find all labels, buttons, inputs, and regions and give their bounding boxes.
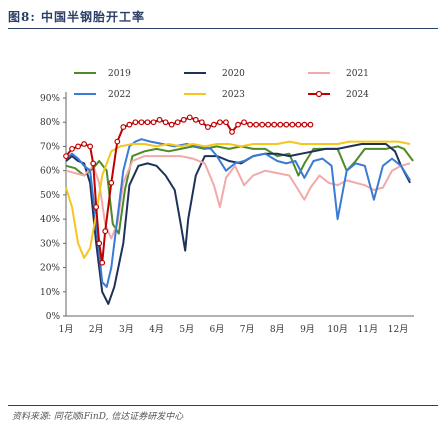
data-point-2024 [108, 179, 115, 186]
data-point-2024 [229, 129, 235, 135]
bottom-rule [8, 405, 438, 406]
y-tick-label: 20% [40, 264, 60, 274]
x-tick-label: 5月 [179, 324, 194, 335]
data-point-2024 [180, 116, 187, 123]
data-point-2024 [69, 145, 75, 152]
data-point-2024 [277, 121, 284, 128]
data-point-2024 [162, 119, 169, 126]
x-tick-label: 7月 [240, 324, 255, 335]
legend-label-2020: 2020 [222, 69, 245, 79]
legend-label-2022: 2022 [108, 90, 131, 100]
line-chart: 2019 2020 2021 2022 2023 2024 0% 10% 20% 30% 40% 5… [40, 69, 414, 335]
data-point-2024 [186, 114, 193, 121]
data-point-2024 [235, 121, 241, 128]
data-point-2024 [307, 121, 314, 128]
legend-label-2024: 2024 [346, 90, 369, 100]
data-point-2024 [150, 119, 157, 126]
source-note: 资料来源: 同花顺iFinD, 信达证券研发中心 [12, 412, 184, 422]
data-point-2024 [289, 121, 296, 128]
data-point-2024 [210, 121, 217, 128]
series-group [63, 114, 414, 305]
data-point-2024 [192, 116, 199, 123]
y-tick-label: 10% [40, 288, 60, 298]
data-point-2024 [87, 143, 94, 150]
legend-label-2023: 2023 [222, 90, 245, 100]
data-point-2024 [90, 160, 97, 167]
series-line-2021 [65, 155, 411, 240]
data-point-2024 [132, 119, 139, 126]
y-tick-label: 70% [40, 142, 60, 152]
data-point-2024 [295, 121, 302, 128]
x-tick-label: 3月 [119, 324, 134, 335]
x-axis: 1月 2月 3月 4月 5月 6月 7月 8月 9月 10月 11月 12月 [59, 315, 414, 335]
y-tick-label: 90% [40, 94, 60, 104]
y-tick-label: 80% [40, 118, 60, 128]
series-line-2023 [65, 140, 411, 259]
y-tick-label: 30% [40, 239, 60, 249]
chart-legend: 2019 2020 2021 2022 2023 2024 [74, 69, 369, 100]
legend-marker-2024 [315, 90, 323, 98]
x-tick-label: 6月 [210, 324, 225, 335]
series-line-2020 [65, 143, 411, 305]
series-line-2022 [65, 138, 411, 288]
legend-label-2019: 2019 [108, 69, 131, 79]
data-point-2024 [259, 121, 266, 128]
y-tick-label: 60% [40, 167, 60, 177]
series-line-2024 [65, 116, 311, 264]
data-point-2024 [114, 138, 121, 145]
title-rule [8, 28, 438, 29]
data-point-2024 [253, 121, 260, 128]
y-axis: 0% 10% 20% 30% 40% 50% 60% 70% 80% 90% [40, 92, 67, 322]
x-tick-label: 8月 [270, 324, 285, 335]
x-tick-label: 12月 [388, 324, 408, 335]
data-point-2024 [283, 121, 290, 128]
data-point-2024 [241, 119, 247, 126]
y-tick-label: 50% [40, 191, 60, 201]
x-tick-label: 2月 [89, 324, 104, 335]
data-point-2024 [301, 121, 308, 128]
data-point-2024 [271, 121, 278, 128]
data-point-2024 [247, 121, 254, 128]
data-point-2024 [174, 119, 181, 126]
data-point-2024 [217, 119, 223, 126]
data-point-2024 [204, 124, 211, 130]
x-tick-label: 1月 [59, 324, 74, 335]
data-point-2024 [138, 119, 145, 126]
data-point-2024 [93, 204, 100, 210]
y-tick-label: 0% [46, 312, 61, 322]
x-tick-label: 9月 [300, 324, 315, 335]
data-point-2024 [81, 141, 88, 147]
data-point-2024 [126, 121, 133, 128]
x-tick-label: 11月 [358, 324, 378, 335]
data-point-2024 [223, 119, 229, 126]
data-point-2024 [120, 124, 127, 130]
data-point-2024 [156, 116, 163, 123]
legend-label-2021: 2021 [346, 69, 369, 79]
data-point-2024 [144, 119, 151, 126]
y-tick-label: 40% [40, 215, 60, 225]
data-point-2024 [99, 259, 106, 266]
x-tick-label: 10月 [327, 324, 347, 335]
data-point-2024 [168, 121, 175, 128]
data-point-2024 [96, 240, 103, 247]
data-point-2024 [75, 143, 81, 150]
data-point-2024 [63, 153, 69, 160]
figure-title: 图8: 中国半钢胎开工率 [8, 10, 145, 24]
x-tick-label: 4月 [149, 324, 164, 335]
data-point-2024 [265, 121, 272, 128]
series-line-2019 [65, 145, 414, 235]
data-point-2024 [198, 119, 205, 126]
data-point-2024 [102, 228, 109, 235]
